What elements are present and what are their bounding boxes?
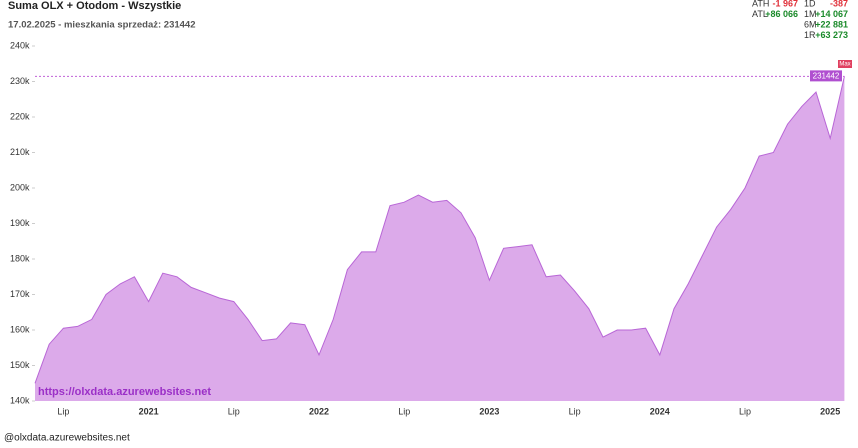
x-tick-label: Lip xyxy=(57,406,69,416)
y-tick-label: 200k xyxy=(10,182,30,192)
stat-value: -387 xyxy=(830,0,848,8)
y-tick-label: 180k xyxy=(10,253,30,263)
y-tick-label: 240k xyxy=(10,40,30,50)
stat-value: +63 273 xyxy=(815,30,848,40)
stat-label: ATH xyxy=(752,0,769,8)
y-tick-label: 190k xyxy=(10,218,30,228)
stat-value: -1 967 xyxy=(772,0,798,8)
x-tick-label: Lip xyxy=(569,406,581,416)
stat-value: +22 881 xyxy=(815,19,848,29)
last-value-badge xyxy=(810,70,842,82)
footer: @olxdata.azurewebsites.net xyxy=(4,433,130,444)
max-label: Max xyxy=(839,62,850,68)
stat-value: +14 067 xyxy=(815,9,848,19)
stat-value: +86 066 xyxy=(765,9,798,19)
x-tick-label: 2023 xyxy=(479,406,499,416)
line xyxy=(34,76,845,384)
y-tick-label: 210k xyxy=(10,147,30,157)
y-tick-label: 220k xyxy=(10,111,30,121)
stat-label: 1R xyxy=(804,30,816,40)
x-tick-label: 2021 xyxy=(139,406,159,416)
y-tick-label: 150k xyxy=(10,360,30,370)
x-tick-label: 2025 xyxy=(820,406,840,416)
x-tick-label: Lip xyxy=(398,406,410,416)
x-tick-label: 2024 xyxy=(650,406,670,416)
x-tick-label: 2022 xyxy=(309,406,329,416)
watermark: https://olxdata.azurewebsites.net xyxy=(38,386,211,398)
chart-title: Suma OLX + Otodom - Wszystkie xyxy=(8,0,181,12)
chart-subtitle: 17.02.2025 - mieszkania sprzedaż: 231442 xyxy=(8,20,195,31)
y-tick-label: 170k xyxy=(10,289,30,299)
stat-label: 6M xyxy=(804,19,817,29)
y-tick-label: 160k xyxy=(10,324,30,334)
stat-label: ATL xyxy=(752,9,768,19)
stat-label: 1M xyxy=(804,9,817,19)
max-badge xyxy=(838,60,852,68)
area xyxy=(35,76,845,402)
x-tick-label: Lip xyxy=(739,406,751,416)
stat-label: 1D xyxy=(804,0,816,8)
x-tick-label: Lip xyxy=(228,406,240,416)
y-tick-label: 140k xyxy=(10,395,30,405)
y-tick-label: 230k xyxy=(10,76,30,86)
last-value-label: 231442 xyxy=(813,71,840,80)
